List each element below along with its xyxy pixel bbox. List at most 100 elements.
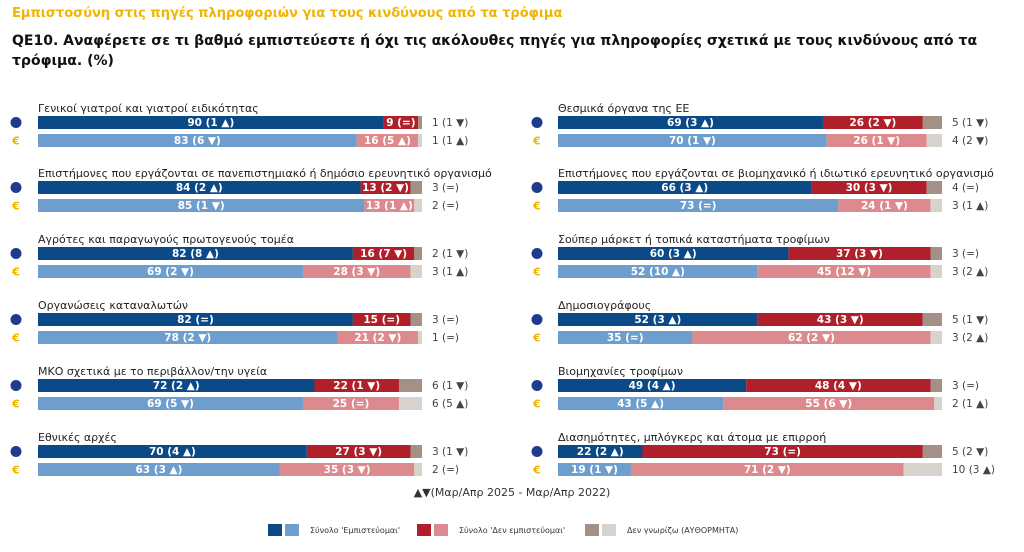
group-8-gr-distrust-bar xyxy=(838,199,931,212)
eu-flag-icon xyxy=(10,248,22,259)
group-4-eu-distrust-label: 15 (=) xyxy=(363,314,400,326)
group-11-gr-trust-label: 43 (5 ▲) xyxy=(617,398,664,410)
group-11-gr-dk-bar xyxy=(934,397,942,410)
eu-flag-icon xyxy=(531,182,543,193)
group-12-gr-dk-bar xyxy=(903,463,942,476)
legend-swatch-dk-gr xyxy=(602,524,616,536)
group-5-eu-trust-bar xyxy=(38,379,315,392)
euro-icon: € xyxy=(11,135,20,148)
group-9-eu-dk-bar xyxy=(930,247,942,260)
group-6-gr-dk-bar xyxy=(414,463,422,476)
group-4-label: Οργανώσεις καταναλωτών xyxy=(38,299,188,312)
group-10-gr-trust-bar xyxy=(558,331,693,344)
group-1-gr-distrust-bar xyxy=(356,134,419,147)
group-10-eu-distrust-label: 43 (3 ▼) xyxy=(817,314,864,326)
group-5-eu-distrust-bar xyxy=(314,379,399,392)
legend-distrust: Σύνολο 'Δεν εμπιστεύομαι' xyxy=(417,524,565,536)
group-7-gr-trust-bar xyxy=(558,134,827,147)
group-12-gr-dk-label: 10 (3 ▲) xyxy=(952,464,995,476)
group-10-label: Δημοσιογράφους xyxy=(558,299,651,312)
group-1-gr-distrust-label: 16 (5 ▲) xyxy=(364,135,411,147)
group-1-eu-trust-bar xyxy=(38,116,384,129)
group-9-gr-distrust-label: 45 (12 ▼) xyxy=(817,266,871,278)
eu-flag-icon xyxy=(10,380,22,391)
euro-icon: € xyxy=(11,266,20,279)
group-10-eu-trust-bar xyxy=(558,313,758,326)
group-1-eu-dk-bar xyxy=(418,116,422,129)
group-10-eu-dk-label: 5 (1 ▼) xyxy=(952,314,988,326)
group-9-gr-trust-bar xyxy=(558,265,758,278)
group-4-eu-distrust-bar xyxy=(352,313,411,326)
eu-flag-icon xyxy=(531,380,543,391)
group-3-eu-dk-bar xyxy=(414,247,422,260)
group-3-eu-distrust-bar xyxy=(352,247,415,260)
group-1-eu-dk-label: 1 (1 ▼) xyxy=(432,117,468,129)
eu-flag-icon xyxy=(531,446,543,457)
group-10-eu-distrust-bar xyxy=(757,313,923,326)
group-2-gr-dk-label: 2 (=) xyxy=(432,200,459,212)
group-9-gr-distrust-bar xyxy=(757,265,931,278)
group-9-eu-trust-bar xyxy=(558,247,789,260)
group-7-gr-dk-label: 4 (2 ▼) xyxy=(952,135,988,147)
group-8-gr-distrust-label: 24 (1 ▼) xyxy=(861,200,908,212)
group-6-eu-trust-bar xyxy=(38,445,307,458)
group-5-label: ΜΚΟ σχετικά με το περιβάλλον/την υγεία xyxy=(38,365,267,378)
group-1-eu-trust-label: 90 (1 ▲) xyxy=(187,117,234,129)
group-11-gr-dk-label: 2 (1 ▲) xyxy=(952,398,988,410)
group-10-gr-dk-bar xyxy=(930,331,942,344)
group-2-gr-distrust-bar xyxy=(364,199,415,212)
group-3-eu-trust-label: 82 (8 ▲) xyxy=(172,248,219,260)
group-10-eu-trust-label: 52 (3 ▲) xyxy=(634,314,681,326)
group-5-gr-dk-bar xyxy=(398,397,422,410)
group-6-gr-distrust-bar xyxy=(279,463,415,476)
group-2-gr-trust-bar xyxy=(38,199,365,212)
euro-icon: € xyxy=(532,135,541,148)
euro-icon: € xyxy=(11,332,20,345)
group-5-eu-distrust-label: 22 (1 ▼) xyxy=(333,380,380,392)
group-1-gr-dk-label: 1 (1 ▲) xyxy=(432,135,468,147)
group-3-gr-dk-label: 3 (1 ▲) xyxy=(432,266,468,278)
group-5-gr-trust-bar xyxy=(38,397,303,410)
legend-swatch-distrust-gr xyxy=(434,524,448,536)
group-2-eu-trust-bar xyxy=(38,181,361,194)
group-12-eu-dk-bar xyxy=(922,445,942,458)
group-12-eu-distrust-label: 73 (=) xyxy=(764,446,801,458)
group-10-gr-dk-label: 3 (2 ▲) xyxy=(952,332,988,344)
group-1-eu-distrust-bar xyxy=(383,116,419,129)
group-7-eu-trust-bar xyxy=(558,116,823,129)
group-8-eu-distrust-bar xyxy=(811,181,927,194)
group-7-eu-dk-bar xyxy=(922,116,942,129)
group-7-gr-distrust-label: 26 (1 ▼) xyxy=(853,135,900,147)
euro-icon: € xyxy=(11,464,20,477)
group-4-eu-trust-bar xyxy=(38,313,353,326)
group-8-gr-dk-label: 3 (1 ▲) xyxy=(952,200,988,212)
group-12-eu-distrust-bar xyxy=(642,445,923,458)
group-12-gr-distrust-bar xyxy=(630,463,904,476)
group-10-gr-distrust-label: 62 (2 ▼) xyxy=(788,332,835,344)
legend-dk: Δεν γνωρίζω (ΑΥΘΟΡΜΗΤΑ) xyxy=(585,524,738,536)
legend-trust: Σύνολο 'Εμπιστεύομαι' xyxy=(268,524,400,536)
group-4-gr-distrust-label: 21 (2 ▼) xyxy=(354,332,401,344)
legend-trust-label: Σύνολο 'Εμπιστεύομαι' xyxy=(310,525,401,535)
eu-flag-icon xyxy=(531,248,543,259)
group-3-label: Αγρότες και παραγωγούς πρωτογενούς τομέα xyxy=(38,233,294,246)
group-8-gr-trust-bar xyxy=(558,199,839,212)
group-11-gr-distrust-bar xyxy=(723,397,935,410)
group-1-eu-distrust-label: 9 (=) xyxy=(386,117,415,129)
group-1-label: Γενικοί γιατροί και γιατροί ειδικότητας xyxy=(38,102,259,115)
group-11-eu-trust-bar xyxy=(558,379,747,392)
group-12-gr-trust-bar xyxy=(558,463,631,476)
euro-icon: € xyxy=(532,398,541,411)
group-3-gr-distrust-label: 28 (3 ▼) xyxy=(333,266,380,278)
group-7-gr-dk-bar xyxy=(926,134,942,147)
eu-flag-icon xyxy=(10,314,22,325)
group-9-eu-trust-label: 60 (3 ▲) xyxy=(650,248,697,260)
group-5-eu-dk-label: 6 (1 ▼) xyxy=(432,380,468,392)
eu-flag-icon xyxy=(531,117,543,128)
group-5-gr-dk-label: 6 (5 ▲) xyxy=(432,398,468,410)
group-4-gr-distrust-bar xyxy=(337,331,419,344)
group-11-label: Βιομηχανίες τροφίμων xyxy=(558,365,683,378)
group-11-eu-dk-bar xyxy=(930,379,942,392)
group-2-eu-dk-bar xyxy=(410,181,422,194)
group-7-eu-dk-label: 5 (1 ▼) xyxy=(952,117,988,129)
